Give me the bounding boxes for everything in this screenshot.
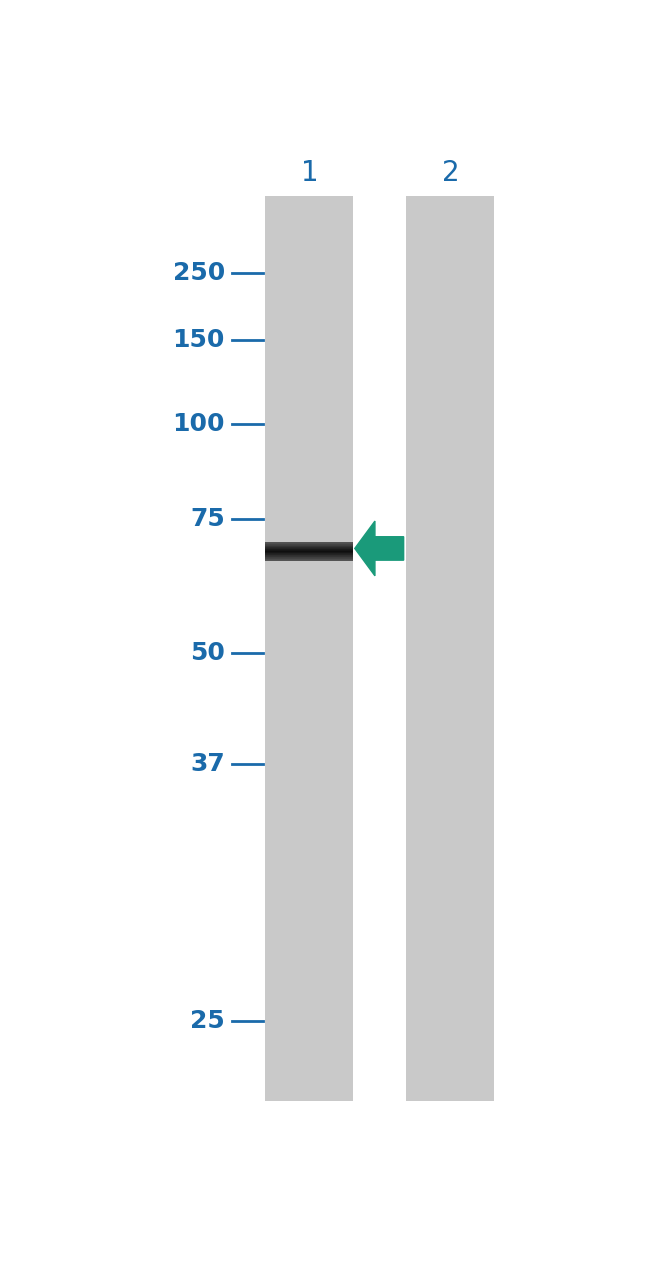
FancyArrow shape: [355, 521, 404, 575]
Text: 100: 100: [172, 413, 225, 437]
Text: 150: 150: [172, 328, 225, 352]
Bar: [265, 197, 354, 1101]
Text: 25: 25: [190, 1008, 225, 1033]
Text: 1: 1: [301, 159, 318, 187]
Text: 50: 50: [190, 641, 225, 665]
Text: 37: 37: [190, 752, 225, 776]
Text: 2: 2: [442, 159, 460, 187]
Bar: [406, 197, 495, 1101]
Text: 250: 250: [172, 260, 225, 284]
Text: 75: 75: [190, 507, 225, 531]
